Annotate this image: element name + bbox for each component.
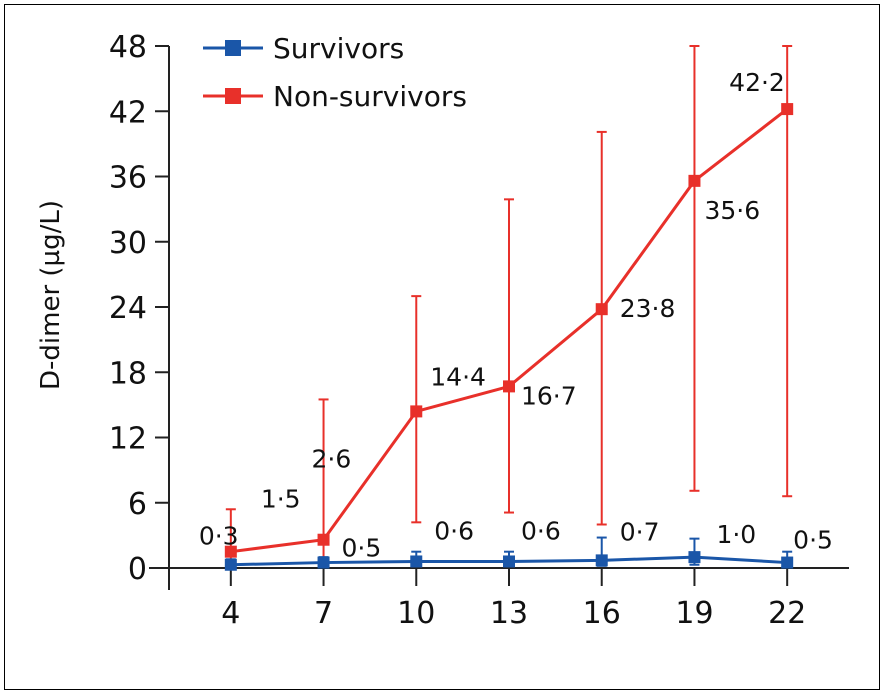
y-tick-label: 0 <box>128 552 147 587</box>
data-label: 16·7 <box>521 381 577 410</box>
data-labels-layer: 0·3 0·5 0·6 0·6 0·7 1·0 0·5 1·5 2·6 14·4 16·7 23·8 3… <box>199 68 833 562</box>
data-label: 0·7 <box>620 517 660 546</box>
data-label: 2·6 <box>312 445 352 474</box>
data-point <box>781 556 794 569</box>
legend-marker <box>225 40 241 56</box>
x-tick-label: 19 <box>675 596 713 631</box>
chart-frame: 0 6 12 18 24 30 36 42 48 4 7 10 13 16 19 22 0·3 0·5 0·6 0·… <box>4 4 880 690</box>
legend-label: Non-survivors <box>273 80 467 113</box>
x-tick-label: 4 <box>221 596 240 631</box>
data-point <box>317 556 330 569</box>
x-tick-label: 13 <box>490 596 528 631</box>
data-point <box>781 103 794 116</box>
legend-item: Survivors <box>203 32 404 65</box>
data-label: 14·4 <box>430 362 486 391</box>
data-label: 0·6 <box>521 516 561 545</box>
y-tick-label: 36 <box>109 161 147 196</box>
data-label: 1·0 <box>716 520 756 549</box>
axes: 0 6 12 18 24 30 36 42 48 4 7 10 13 16 19 22 <box>109 30 849 631</box>
y-tick-label: 42 <box>109 95 147 130</box>
y-tick-label: 30 <box>109 226 147 261</box>
data-label: 0·5 <box>342 534 382 563</box>
data-label: 23·8 <box>620 294 676 323</box>
y-tick-label: 24 <box>109 291 147 326</box>
data-label: 0·3 <box>199 522 239 551</box>
x-tick-label: 7 <box>314 596 333 631</box>
data-point <box>503 555 515 568</box>
data-point <box>688 174 701 187</box>
data-point <box>224 558 237 571</box>
data-label: 35·6 <box>704 196 760 225</box>
y-tick-label: 12 <box>109 422 147 457</box>
series-survivors <box>224 536 794 571</box>
y-tick-label: 6 <box>128 487 147 522</box>
legend-item: Non-survivors <box>203 80 467 113</box>
data-point <box>688 551 701 564</box>
data-label: 0·6 <box>434 516 474 545</box>
legend-marker <box>225 88 241 104</box>
data-label: 1·5 <box>261 485 301 514</box>
data-point <box>317 533 330 546</box>
data-point <box>224 545 237 558</box>
y-tick-label: 18 <box>109 356 147 391</box>
x-tick-label: 10 <box>397 596 435 631</box>
series-non-survivors <box>224 45 794 567</box>
data-point <box>595 554 608 567</box>
x-tick-label: 16 <box>583 596 621 631</box>
data-point <box>595 303 608 316</box>
legend: Survivors Non-survivors <box>203 32 467 113</box>
y-tick-label: 48 <box>109 30 147 65</box>
data-point <box>410 555 423 568</box>
data-point <box>410 405 423 418</box>
y-axis-title: D-dimer (µg/L) <box>36 200 66 390</box>
data-point <box>503 380 515 393</box>
data-label: 0·5 <box>793 526 833 555</box>
series-layer <box>224 45 794 571</box>
data-label: 42·2 <box>729 68 785 97</box>
legend-label: Survivors <box>273 32 404 65</box>
x-tick-label: 22 <box>768 596 806 631</box>
